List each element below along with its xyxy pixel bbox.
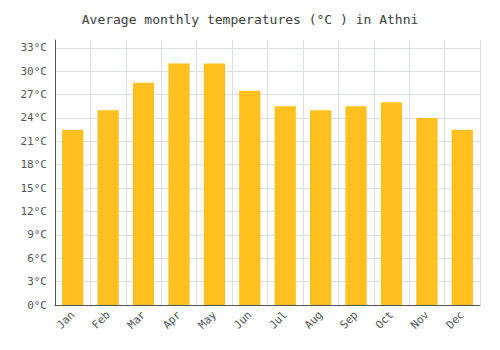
svg-text:Jan: Jan bbox=[54, 308, 77, 331]
svg-text:9°C: 9°C bbox=[27, 228, 47, 241]
svg-text:Oct: Oct bbox=[373, 308, 396, 331]
svg-text:27°C: 27°C bbox=[21, 88, 48, 101]
svg-text:24°C: 24°C bbox=[21, 111, 48, 124]
svg-text:May: May bbox=[196, 308, 219, 331]
svg-text:Feb: Feb bbox=[89, 308, 112, 331]
svg-text:15°C: 15°C bbox=[21, 182, 48, 195]
svg-text:Jul: Jul bbox=[267, 308, 290, 331]
svg-text:Mar: Mar bbox=[125, 308, 148, 331]
svg-text:3°C: 3°C bbox=[27, 275, 47, 288]
svg-text:21°C: 21°C bbox=[21, 135, 48, 148]
svg-text:0°C: 0°C bbox=[27, 299, 47, 312]
svg-text:30°C: 30°C bbox=[21, 65, 48, 78]
svg-text:18°C: 18°C bbox=[21, 158, 48, 171]
svg-text:Nov: Nov bbox=[408, 308, 431, 331]
svg-text:Dec: Dec bbox=[444, 308, 467, 331]
svg-text:Sep: Sep bbox=[337, 308, 360, 331]
svg-text:Average monthly temperatures (: Average monthly temperatures (°C ) in At… bbox=[82, 12, 419, 27]
svg-text:Apr: Apr bbox=[160, 308, 183, 331]
svg-text:12°C: 12°C bbox=[21, 205, 48, 218]
svg-text:33°C: 33°C bbox=[21, 41, 48, 54]
svg-text:Jun: Jun bbox=[231, 308, 254, 331]
svg-text:6°C: 6°C bbox=[27, 252, 47, 265]
svg-text:Aug: Aug bbox=[302, 308, 325, 331]
